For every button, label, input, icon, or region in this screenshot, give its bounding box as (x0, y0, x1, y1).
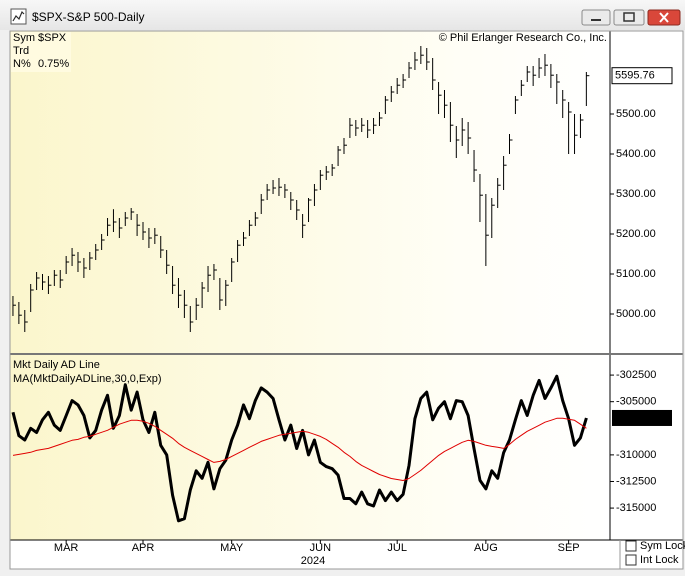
x-axis-background (10, 540, 683, 569)
last-price-box (611, 67, 673, 85)
app-icon (10, 8, 27, 25)
y-tick-label: 5200.00 (616, 228, 656, 240)
x-tick-label: MAY (220, 542, 244, 554)
chart-border (9, 30, 684, 570)
y-tick-label: -312500 (616, 475, 656, 487)
checkbox-label[interactable]: Sym Lock (640, 540, 685, 552)
series-line (11, 374, 588, 523)
x-tick-label: JUL (387, 542, 407, 554)
info-box (11, 32, 71, 72)
checkbox-label[interactable]: Int Lock (640, 554, 679, 566)
x-axis-year: 2024 (301, 555, 325, 567)
axis-background (610, 31, 683, 540)
restore-button[interactable] (613, 9, 645, 26)
info-label: N% (13, 58, 31, 70)
info-label: Trd (13, 45, 29, 57)
x-tick-label: AUG (474, 542, 498, 554)
y-tick-label: 5500.00 (616, 108, 656, 120)
minimize-button[interactable] (581, 9, 611, 26)
last-value-box (612, 409, 672, 426)
x-tick-label: SEP (558, 542, 580, 554)
y-tick-label: 5300.00 (616, 188, 656, 200)
info-value: $SPX (38, 32, 67, 44)
info-value: 0.75% (38, 58, 69, 70)
title-bar (0, 0, 685, 30)
checkbox[interactable] (625, 540, 637, 552)
info-label: Sym (13, 32, 35, 44)
legend-entry: MA(MktDailyADLine,30,0,Exp) (13, 373, 162, 385)
copyright: © Phil Erlanger Research Co., Inc. (439, 32, 607, 44)
y-tick-label: -315000 (616, 502, 656, 514)
y-tick-label: 5000.00 (616, 308, 656, 320)
legend-entry: Mkt Daily AD Line (13, 359, 100, 371)
x-tick-label: JUN (310, 542, 331, 554)
last-value-label: -306530 (616, 412, 656, 424)
plot-background (10, 31, 610, 540)
x-tick-label: MAR (54, 542, 79, 554)
close-button[interactable] (647, 9, 681, 26)
y-tick-label: -305000 (616, 396, 656, 408)
window-title: $SPX-S&P 500-Daily (32, 10, 145, 24)
series-line (12, 417, 587, 481)
y-tick-label: -310000 (616, 449, 656, 461)
y-tick-label: -302500 (616, 369, 656, 381)
last-price-label: 5595.76 (615, 70, 655, 82)
y-tick-label: 5100.00 (616, 268, 656, 280)
checkbox[interactable] (625, 554, 637, 566)
y-tick-label: 5400.00 (616, 148, 656, 160)
x-tick-label: APR (132, 542, 155, 554)
